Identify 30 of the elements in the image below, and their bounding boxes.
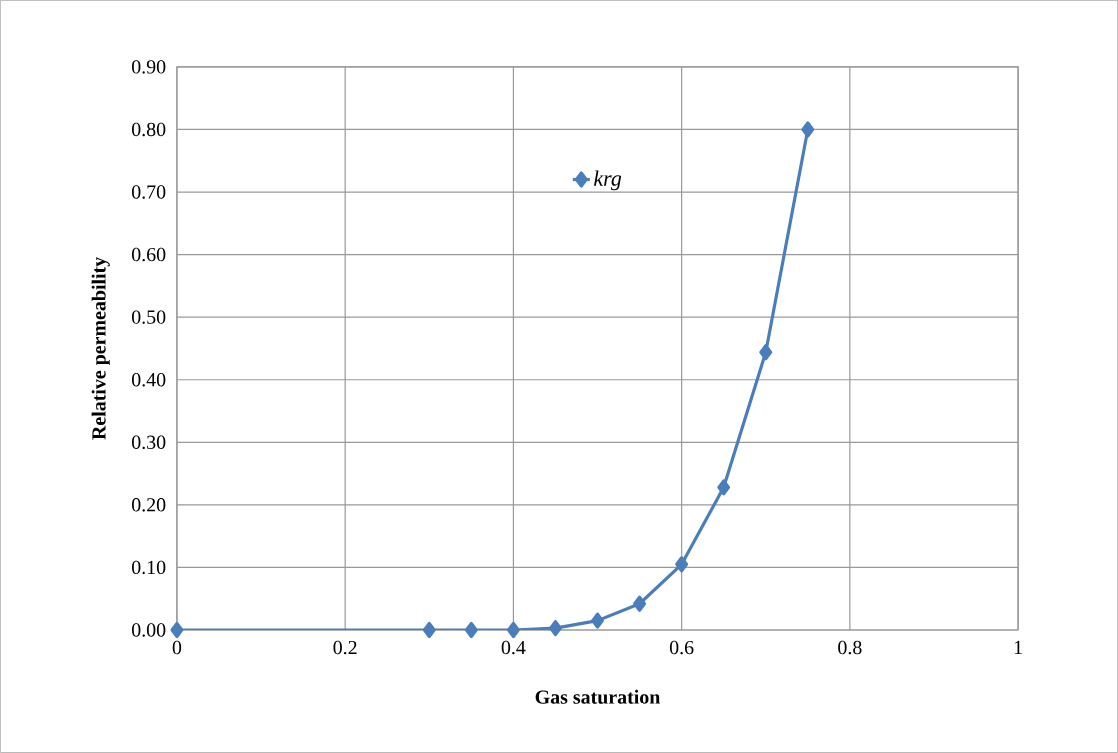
x-axis-title: Gas saturation [535, 689, 661, 704]
x-tick-label: 1 [1014, 640, 1022, 655]
point [549, 620, 562, 637]
point [675, 556, 689, 573]
y-tick-label: 0.00 [132, 623, 166, 637]
point [717, 479, 731, 496]
point [759, 344, 773, 361]
x-tick-label: 0 [172, 640, 182, 655]
x-tick-label: 0.6 [669, 640, 694, 655]
legend-label: krg [594, 170, 622, 191]
y-tick-label: 0.90 [132, 60, 166, 74]
y-tick-label: 0.50 [132, 310, 166, 324]
y-tick-label: 0.60 [132, 247, 166, 262]
point [633, 595, 647, 612]
y-tick-label: 0.30 [132, 435, 166, 450]
x-tick-label: 0.8 [838, 640, 862, 655]
point [422, 621, 436, 639]
y-tick-label: 0.70 [132, 185, 166, 199]
point [170, 621, 184, 639]
x-tick-label: 0.2 [333, 640, 357, 655]
y-tick-label: 0.40 [132, 373, 166, 387]
y-tick-label: 0.20 [132, 498, 166, 512]
y-axis-title: Relative permeability [91, 257, 110, 440]
point [464, 621, 478, 639]
point [506, 621, 520, 639]
x-tick-label: 0.4 [501, 640, 526, 655]
point [801, 121, 815, 138]
point [591, 612, 604, 629]
y-tick-label: 0.80 [132, 122, 166, 137]
y-tick-label: 0.10 [132, 560, 166, 575]
